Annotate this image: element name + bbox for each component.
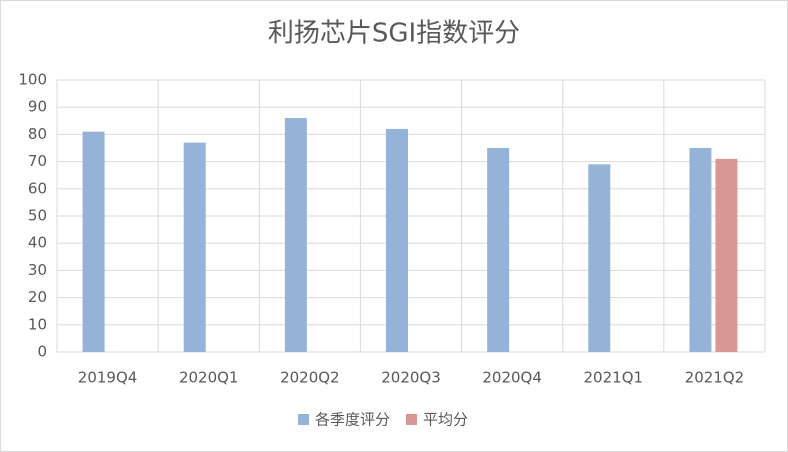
bar bbox=[715, 158, 738, 352]
y-tick-label: 30 bbox=[28, 261, 47, 279]
legend-label: 平均分 bbox=[423, 411, 468, 429]
y-tick-label: 10 bbox=[28, 315, 47, 333]
y-tick-label: 70 bbox=[28, 152, 47, 170]
y-tick-label: 90 bbox=[28, 98, 47, 116]
bar bbox=[82, 131, 105, 352]
y-tick-label: 60 bbox=[28, 179, 47, 197]
bar bbox=[487, 148, 510, 352]
x-tick-label: 2020Q1 bbox=[179, 369, 239, 387]
y-tick-label: 40 bbox=[28, 234, 47, 252]
x-tick-label: 2019Q4 bbox=[78, 369, 138, 387]
legend-label: 各季度评分 bbox=[315, 411, 390, 429]
bar bbox=[183, 142, 206, 352]
bar bbox=[386, 128, 408, 352]
x-tick-label: 2020Q3 bbox=[381, 369, 441, 387]
y-tick-label: 20 bbox=[28, 288, 47, 306]
x-tick-label: 2020Q4 bbox=[482, 369, 542, 387]
bar bbox=[689, 148, 712, 352]
legend-swatch bbox=[298, 414, 309, 425]
y-tick-label: 80 bbox=[28, 125, 47, 143]
x-tick-label: 2021Q2 bbox=[685, 369, 745, 387]
x-tick-label: 2021Q1 bbox=[584, 369, 644, 387]
bar bbox=[588, 164, 611, 352]
chart-title: 利扬芯片SGI指数评分 bbox=[268, 19, 520, 49]
bar bbox=[284, 118, 307, 352]
y-tick-label: 100 bbox=[18, 71, 47, 89]
x-tick-label: 2020Q2 bbox=[280, 369, 340, 387]
y-tick-label: 50 bbox=[28, 207, 47, 225]
legend-swatch bbox=[406, 414, 418, 425]
y-tick-label: 0 bbox=[37, 343, 47, 361]
